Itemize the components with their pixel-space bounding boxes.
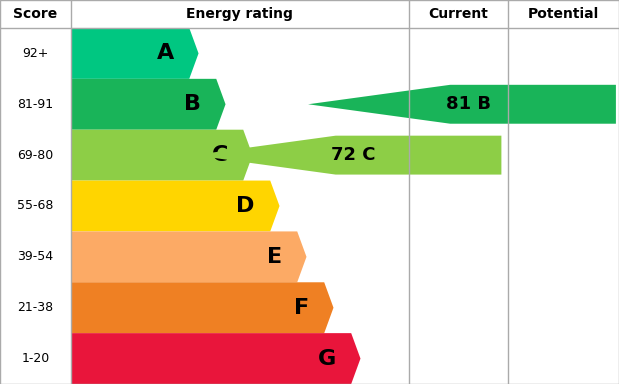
Text: Energy rating: Energy rating (186, 7, 293, 21)
Polygon shape (71, 130, 253, 180)
Polygon shape (308, 85, 616, 124)
Polygon shape (71, 282, 334, 333)
Text: G: G (318, 349, 335, 369)
Polygon shape (71, 232, 306, 282)
Text: 21-38: 21-38 (17, 301, 54, 314)
Text: 81-91: 81-91 (17, 98, 54, 111)
Text: 69-80: 69-80 (17, 149, 54, 162)
Text: 92+: 92+ (22, 47, 49, 60)
Polygon shape (71, 28, 199, 79)
Text: Score: Score (14, 7, 58, 21)
Text: Potential: Potential (527, 7, 599, 21)
Polygon shape (71, 333, 360, 384)
Text: Current: Current (428, 7, 488, 21)
Text: F: F (293, 298, 309, 318)
Polygon shape (71, 180, 280, 232)
Text: 55-68: 55-68 (17, 199, 54, 212)
Polygon shape (194, 136, 501, 175)
Text: B: B (184, 94, 201, 114)
Text: 81 B: 81 B (446, 95, 491, 113)
Text: 1-20: 1-20 (22, 352, 50, 365)
Text: 72 C: 72 C (331, 146, 376, 164)
Text: A: A (157, 43, 174, 63)
Text: C: C (211, 145, 228, 165)
Text: 39-54: 39-54 (17, 250, 54, 263)
Text: E: E (267, 247, 282, 267)
Text: D: D (236, 196, 255, 216)
Polygon shape (71, 79, 225, 130)
